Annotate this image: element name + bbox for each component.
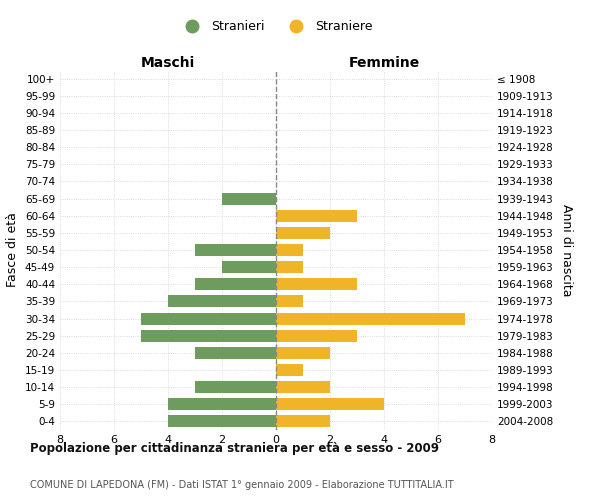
Bar [276, 227, 330, 239]
Y-axis label: Fasce di età: Fasce di età [7, 212, 19, 288]
Text: Femmine: Femmine [349, 56, 419, 70]
Bar [195, 381, 276, 393]
Bar [276, 381, 330, 393]
Bar [276, 296, 303, 308]
Bar [195, 347, 276, 359]
Bar [141, 330, 276, 342]
Bar [276, 312, 465, 324]
Bar [195, 244, 276, 256]
Bar [276, 210, 357, 222]
Y-axis label: Anni di nascita: Anni di nascita [560, 204, 573, 296]
Bar [276, 398, 384, 410]
Bar [276, 261, 303, 273]
Bar [222, 261, 276, 273]
Bar [168, 416, 276, 428]
Legend: Stranieri, Straniere: Stranieri, Straniere [175, 15, 377, 38]
Bar [276, 278, 357, 290]
Bar [141, 312, 276, 324]
Text: COMUNE DI LAPEDONA (FM) - Dati ISTAT 1° gennaio 2009 - Elaborazione TUTTITALIA.I: COMUNE DI LAPEDONA (FM) - Dati ISTAT 1° … [30, 480, 454, 490]
Bar [195, 278, 276, 290]
Bar [276, 330, 357, 342]
Bar [276, 364, 303, 376]
Bar [168, 296, 276, 308]
Bar [276, 347, 330, 359]
Bar [168, 398, 276, 410]
Bar [276, 416, 330, 428]
Text: Popolazione per cittadinanza straniera per età e sesso - 2009: Popolazione per cittadinanza straniera p… [30, 442, 439, 455]
Text: Maschi: Maschi [141, 56, 195, 70]
Bar [276, 244, 303, 256]
Bar [222, 192, 276, 204]
